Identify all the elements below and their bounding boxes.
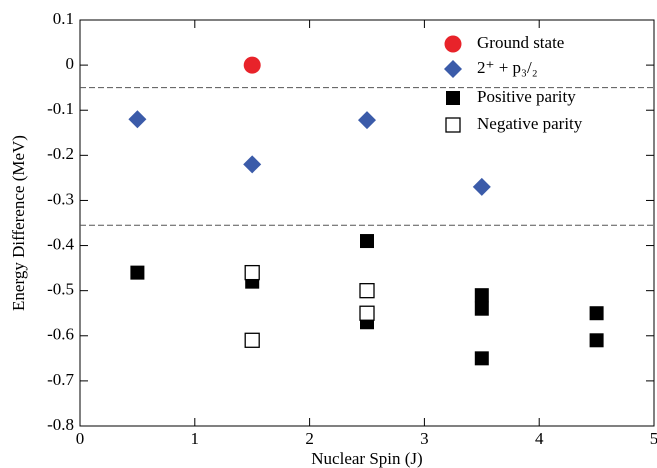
y-tick-label: -0.1 xyxy=(47,99,74,118)
point xyxy=(589,333,604,348)
point xyxy=(244,332,260,348)
point xyxy=(589,306,604,321)
legend-marker xyxy=(446,91,460,105)
point xyxy=(359,305,375,321)
legend-label: Positive parity xyxy=(477,87,576,106)
legend-label: Negative parity xyxy=(477,114,583,133)
point xyxy=(244,264,260,281)
legend-label: 2⁺ + p₃/₂ xyxy=(477,58,538,77)
plot-frame xyxy=(79,19,655,427)
x-axis-label: Nuclear Spin (J) xyxy=(311,449,422,468)
point xyxy=(360,234,374,249)
y-tick-label: -0.2 xyxy=(47,144,74,163)
point xyxy=(474,351,489,366)
point xyxy=(472,177,491,196)
x-tick-label: 3 xyxy=(420,429,429,448)
point xyxy=(359,283,375,299)
legend-marker xyxy=(444,35,462,53)
y-tick-label: -0.3 xyxy=(47,189,74,208)
legend-marker xyxy=(445,117,461,133)
y-tick-label: -0.8 xyxy=(47,415,74,434)
y-tick-label: 0 xyxy=(66,54,75,73)
y-tick-label: -0.4 xyxy=(47,234,74,253)
point xyxy=(243,56,261,74)
y-tick-label: -0.6 xyxy=(47,325,74,344)
y-axis-label: Energy Difference (MeV) xyxy=(9,135,28,311)
x-tick-label: 2 xyxy=(305,429,314,448)
y-tick-label: -0.7 xyxy=(47,370,74,389)
x-tick-label: 1 xyxy=(191,429,200,448)
legend-label: Ground state xyxy=(477,33,564,52)
x-tick-label: 4 xyxy=(535,429,544,448)
legend-marker xyxy=(444,60,462,78)
point xyxy=(474,288,489,303)
y-tick-label: -0.5 xyxy=(47,280,74,299)
x-tick-label: 5 xyxy=(650,429,657,448)
point xyxy=(243,155,262,174)
point xyxy=(474,301,489,316)
point xyxy=(358,111,376,130)
y-tick-label: 0.1 xyxy=(53,9,74,28)
point xyxy=(130,265,145,280)
x-tick-label: 0 xyxy=(76,429,85,448)
point xyxy=(128,110,147,129)
